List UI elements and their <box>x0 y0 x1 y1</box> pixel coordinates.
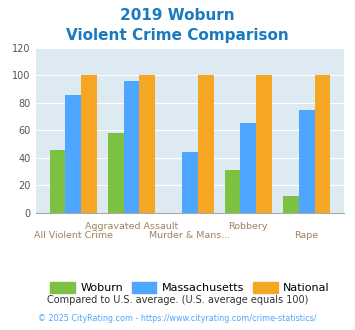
Bar <box>225 170 240 213</box>
Text: Murder & Mans...: Murder & Mans... <box>149 231 230 241</box>
Bar <box>124 81 140 213</box>
Text: Compared to U.S. average. (U.S. average equals 100): Compared to U.S. average. (U.S. average … <box>47 295 308 305</box>
Bar <box>299 110 315 213</box>
Bar <box>108 133 124 213</box>
Bar <box>198 75 214 213</box>
Text: Aggravated Assault: Aggravated Assault <box>85 222 178 231</box>
Bar <box>315 75 330 213</box>
Text: All Violent Crime: All Violent Crime <box>34 231 113 241</box>
Text: Violent Crime Comparison: Violent Crime Comparison <box>66 28 289 43</box>
Bar <box>182 152 198 213</box>
Text: Rape: Rape <box>295 231 319 241</box>
Bar <box>50 149 65 213</box>
Bar <box>256 75 272 213</box>
Text: 2019 Woburn: 2019 Woburn <box>120 8 235 23</box>
Text: Robbery: Robbery <box>229 222 268 231</box>
Bar <box>140 75 155 213</box>
Bar <box>81 75 97 213</box>
Text: © 2025 CityRating.com - https://www.cityrating.com/crime-statistics/: © 2025 CityRating.com - https://www.city… <box>38 314 317 323</box>
Bar <box>240 123 256 213</box>
Legend: Woburn, Massachusetts, National: Woburn, Massachusetts, National <box>46 278 334 298</box>
Bar <box>65 95 81 213</box>
Bar <box>283 196 299 213</box>
